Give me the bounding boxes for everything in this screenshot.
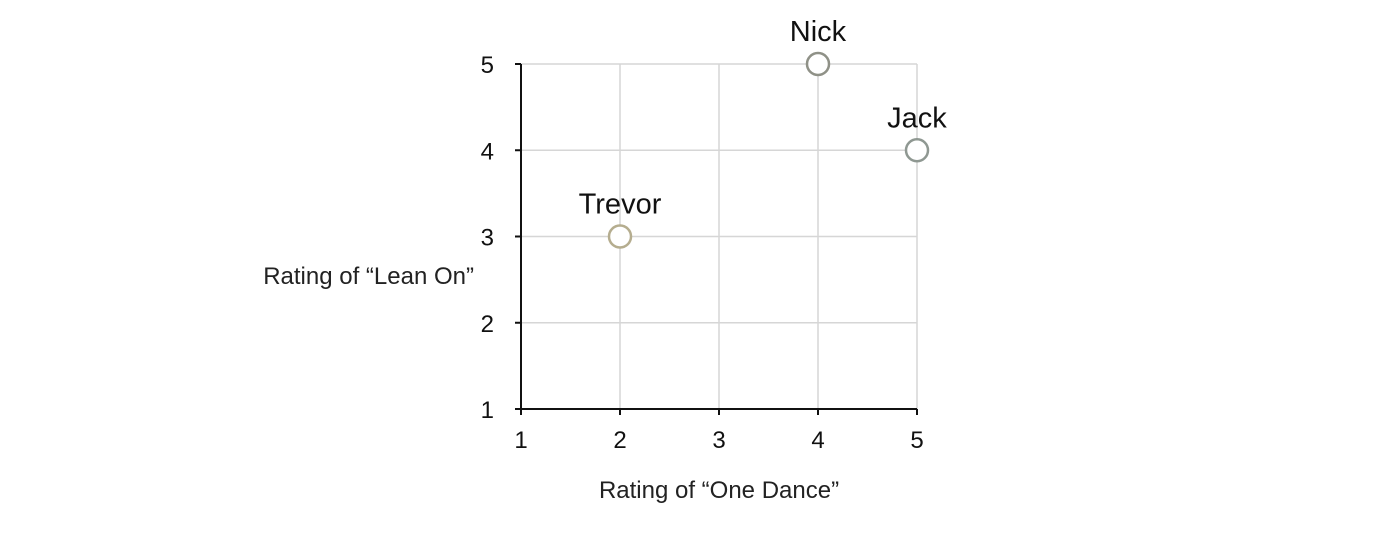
y-tick-label: 2 xyxy=(481,311,494,338)
y-tick-labels: 1 2 3 4 5 xyxy=(481,52,494,424)
y-tick-label: 1 xyxy=(481,397,494,424)
data-label-jack: Jack xyxy=(887,102,947,134)
x-tick-label: 5 xyxy=(910,427,923,454)
data-point-trevor xyxy=(607,224,633,249)
x-tick-label: 1 xyxy=(514,427,527,454)
y-tick-label: 3 xyxy=(481,225,494,252)
data-points: Trevor Nick Jack xyxy=(579,16,947,249)
grid xyxy=(520,63,918,410)
data-point-nick xyxy=(805,51,831,77)
data-label-nick: Nick xyxy=(790,16,847,48)
axes xyxy=(515,63,918,415)
x-axis-label: Rating of “One Dance” xyxy=(599,477,839,504)
x-tick-label: 4 xyxy=(811,427,824,454)
x-tick-label: 3 xyxy=(712,427,725,454)
data-point-jack xyxy=(904,138,930,163)
x-tick-labels: 1 2 3 4 5 xyxy=(514,427,923,454)
y-tick-label: 5 xyxy=(481,52,494,79)
y-axis-label: Rating of “Lean On” xyxy=(263,263,474,290)
data-label-trevor: Trevor xyxy=(579,189,662,221)
x-tick-label: 2 xyxy=(613,427,626,454)
y-tick-label: 4 xyxy=(481,138,494,165)
